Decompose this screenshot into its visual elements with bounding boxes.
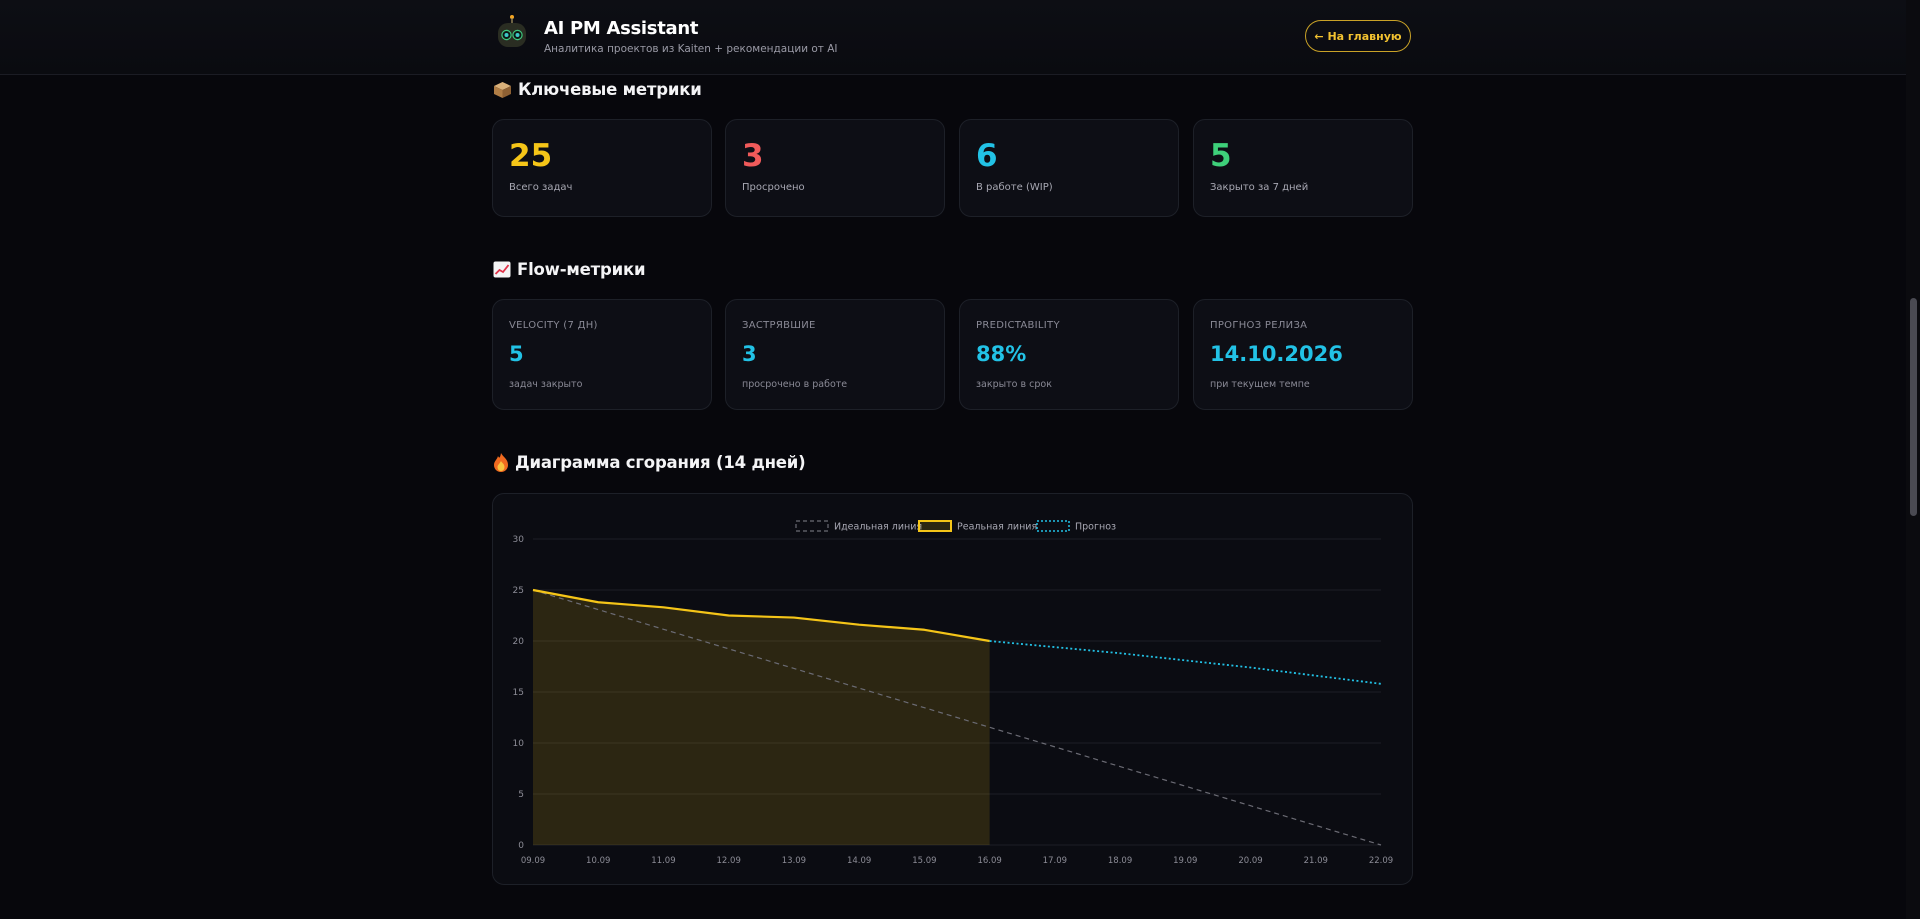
series-line-ideal xyxy=(532,589,1382,846)
home-button[interactable]: ← На главную xyxy=(1305,20,1411,52)
kpi-label: Просрочено xyxy=(742,182,805,193)
series-line-forecast xyxy=(989,640,1382,685)
flow-section-title: Flow-метрики xyxy=(493,260,646,279)
series-line-real xyxy=(532,588,990,643)
flow-value: 5 xyxy=(509,342,524,366)
page-scrollbar[interactable] xyxy=(1906,0,1920,919)
x-tick-label: 17.09 xyxy=(1043,856,1067,866)
y-tick-label: 10 xyxy=(513,739,525,749)
flow-title-text: Flow-метрики xyxy=(517,260,646,279)
y-tick-label: 15 xyxy=(513,688,524,698)
chart-up-icon xyxy=(493,261,511,278)
flow-label: Застрявшие xyxy=(742,320,816,331)
y-tick-label: 20 xyxy=(513,637,525,647)
metrics-section-title: Ключевые метрики xyxy=(493,80,702,99)
box-icon xyxy=(494,81,511,98)
burndown-chart: 0 5 10 15 20 25 30 09.09 10.09 11.09 12.09 13.09 14.… xyxy=(513,520,1393,866)
kpi-card: 5 Закрыто за 7 дней xyxy=(1193,119,1413,217)
legend-label: Идеальная линия xyxy=(834,522,922,533)
x-tick-label: 09.09 xyxy=(521,856,545,866)
burndown-chart-card: 0 5 10 15 20 25 30 09.09 10.09 11.09 12.09 13.09 14.… xyxy=(492,493,1413,885)
flow-sub: просрочено в работе xyxy=(742,379,848,390)
flow-label: Прогноз релиза xyxy=(1210,320,1308,331)
flow-label: Predictability xyxy=(976,320,1060,331)
legend-swatch xyxy=(918,520,952,532)
legend-swatch xyxy=(795,520,829,532)
flow-value: 14.10.2026 xyxy=(1210,342,1343,366)
legend-label: Реальная линия xyxy=(957,522,1037,533)
fire-icon xyxy=(494,453,508,472)
flow-card: Velocity (7 дн) 5 задач закрыто xyxy=(492,299,712,410)
app-subtitle: Аналитика проектов из Kaiten + рекоменда… xyxy=(544,43,838,55)
x-tick-label: 10.09 xyxy=(586,856,610,866)
legend-swatch xyxy=(1036,520,1070,532)
kpi-card: 6 В работе (WIP) xyxy=(959,119,1179,217)
kpi-label: В работе (WIP) xyxy=(976,182,1053,193)
flow-sub: при текущем темпе xyxy=(1210,379,1310,390)
legend-label: Прогноз xyxy=(1075,522,1116,533)
flow-label: Velocity (7 дн) xyxy=(509,320,598,331)
flow-value: 88% xyxy=(976,342,1027,366)
app-title: AI PM Assistant xyxy=(544,18,699,39)
kpi-value: 6 xyxy=(976,138,998,174)
x-tick-label: 11.09 xyxy=(651,856,675,866)
x-tick-label: 20.09 xyxy=(1238,856,1262,866)
flow-card: Predictability 88% закрыто в срок xyxy=(959,299,1179,410)
kpi-value: 3 xyxy=(742,138,764,174)
x-tick-label: 15.09 xyxy=(912,856,936,866)
x-tick-label: 16.09 xyxy=(977,856,1001,866)
flow-sub: закрыто в срок xyxy=(976,379,1052,390)
x-tick-label: 22.09 xyxy=(1369,856,1393,866)
burndown-title-text: Диаграмма сгорания (14 дней) xyxy=(515,453,806,472)
app-header: AI PM Assistant Аналитика проектов из Ka… xyxy=(0,0,1906,75)
y-tick-label: 30 xyxy=(513,535,525,545)
flow-card: Застрявшие 3 просрочено в работе xyxy=(725,299,945,410)
kpi-value: 25 xyxy=(509,138,553,174)
real-area xyxy=(533,590,990,845)
flow-card: Прогноз релиза 14.10.2026 при текущем темп… xyxy=(1193,299,1413,410)
robot-logo-icon xyxy=(498,15,526,47)
kpi-label: Всего задач xyxy=(509,182,573,193)
flow-value: 3 xyxy=(742,342,757,366)
kpi-label: Закрыто за 7 дней xyxy=(1210,182,1309,193)
x-tick-label: 12.09 xyxy=(717,856,741,866)
x-tick-label: 21.09 xyxy=(1304,856,1328,866)
x-tick-label: 13.09 xyxy=(782,856,806,866)
x-tick-label: 14.09 xyxy=(847,856,871,866)
y-tick-label: 5 xyxy=(518,790,524,800)
kpi-value: 5 xyxy=(1210,138,1232,174)
burndown-section-title: Диаграмма сгорания (14 дней) xyxy=(493,453,806,472)
x-tick-label: 18.09 xyxy=(1108,856,1132,866)
y-tick-label: 0 xyxy=(518,841,524,851)
kpi-card: 25 Всего задач xyxy=(492,119,712,217)
flow-sub: задач закрыто xyxy=(509,379,583,390)
y-tick-label: 25 xyxy=(513,586,524,596)
metrics-title-text: Ключевые метрики xyxy=(518,80,702,99)
kpi-card: 3 Просрочено xyxy=(725,119,945,217)
scrollbar-thumb[interactable] xyxy=(1910,298,1917,516)
x-tick-label: 19.09 xyxy=(1173,856,1197,866)
